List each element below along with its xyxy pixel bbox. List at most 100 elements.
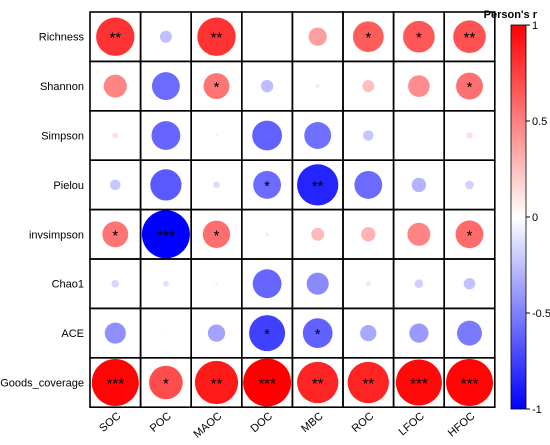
correlation-circle (457, 320, 482, 346)
correlation-circle (408, 75, 430, 97)
colorbar-gradient (510, 24, 527, 410)
significance-label: ** (312, 376, 324, 393)
correlation-circle (414, 279, 424, 289)
correlation-circle (252, 269, 282, 299)
colorbar-tick-label: 0.5 (532, 116, 547, 128)
significance-label: *** (107, 376, 125, 393)
significance-label: * (365, 30, 371, 47)
correlation-circle (203, 73, 230, 100)
correlation-circle (151, 72, 180, 101)
correlation-circle (111, 279, 120, 288)
column-label: MAOC (191, 410, 224, 440)
colorbar-tick-label: -0.5 (532, 308, 550, 320)
correlation-circle (360, 324, 377, 342)
correlation-circle (207, 324, 226, 342)
row-label: invsimpson (29, 229, 84, 241)
correlation-circle (253, 170, 282, 199)
correlation-circle (141, 210, 190, 259)
grid-cell (443, 356, 496, 408)
significance-label: ** (362, 376, 374, 393)
correlation-circle (455, 220, 484, 249)
colorbar-tick-label: 0 (532, 212, 538, 224)
correlation-circle (463, 277, 476, 290)
correlation-circle (104, 322, 126, 344)
significance-label: *** (461, 376, 479, 393)
correlation-circle (252, 120, 282, 151)
correlation-circle (456, 72, 483, 100)
correlation-circle (466, 132, 473, 139)
correlation-circle (347, 361, 389, 404)
column-label: MBC (299, 410, 325, 435)
correlation-circle (213, 181, 220, 189)
column-label: POC (148, 410, 174, 435)
correlation-circle (215, 134, 218, 137)
significance-label: ** (211, 30, 223, 47)
significance-layer: ** ** * * *** ** *** *** * ** **** * ** *** ** ** *** *** (107, 30, 479, 393)
colorbar-ticks: 1 0.5 0 -0.5 -1 (526, 20, 550, 416)
correlation-circle (361, 227, 376, 242)
correlation-circle (197, 17, 236, 56)
correlation-circle (96, 17, 135, 56)
correlation-circle (352, 21, 384, 53)
correlation-circle (453, 20, 486, 54)
correlation-circle (354, 170, 383, 199)
correlation-circle (159, 30, 172, 43)
significance-label: * (264, 326, 270, 343)
correlation-circle (445, 358, 494, 407)
correlation-circle (407, 222, 431, 246)
significance-label: ** (312, 178, 324, 195)
correlation-circle (202, 220, 231, 248)
correlation-circle (91, 358, 139, 407)
significance-label: * (264, 178, 270, 195)
correlation-circle (465, 180, 474, 190)
correlation-circle (164, 332, 167, 335)
correlation-circle (411, 177, 427, 193)
column-label: DOC (249, 410, 275, 435)
correlation-circle (297, 361, 339, 404)
significance-label: *** (410, 376, 428, 393)
row-label: ACE (61, 328, 84, 340)
correlation-circle (311, 227, 325, 241)
correlation-circle (395, 359, 442, 406)
correlation-circle (418, 135, 420, 136)
colorbar-tick-label: 1 (532, 20, 538, 32)
grid-layer (89, 11, 496, 408)
circle-layer (91, 17, 494, 407)
significance-label: *** (157, 227, 175, 244)
grid-cell (241, 11, 294, 63)
column-label: LFOC (397, 410, 427, 438)
correlation-circle (260, 79, 274, 93)
correlation-circle (249, 315, 286, 352)
correlation-circle (149, 365, 183, 400)
column-label: ROC (350, 410, 376, 435)
correlation-circle (365, 281, 371, 287)
correlation-circle (150, 169, 182, 201)
colorbar-tick-label: -1 (532, 404, 542, 416)
correlation-circle (409, 323, 429, 343)
correlation-circle (102, 221, 129, 248)
row-label: Shannon (40, 81, 84, 93)
colorbar-title: Person's r (484, 9, 538, 21)
row-label: Richness (39, 32, 85, 44)
significance-label: * (112, 227, 118, 244)
significance-label: ** (211, 376, 223, 393)
correlation-circle (243, 358, 292, 407)
significance-label: ** (464, 30, 476, 47)
correlation-circle (363, 130, 374, 141)
correlation-circle (302, 318, 333, 348)
column-labels: SOC POC MAOC DOC MBC ROC LFOC HFOC (97, 410, 477, 440)
correlation-circle (297, 164, 339, 206)
column-label: HFOC (446, 410, 478, 439)
significance-label: *** (258, 376, 276, 393)
correlation-circle (306, 272, 329, 295)
correlation-circle (112, 132, 119, 139)
significance-label: * (214, 79, 220, 96)
row-label: Chao1 (52, 279, 84, 291)
correlation-circle (151, 121, 181, 150)
correlation-circle (110, 179, 121, 191)
correlation-circle (308, 27, 327, 46)
significance-label: ** (109, 30, 121, 47)
row-label: Simpson (41, 131, 84, 143)
significance-label: * (467, 227, 473, 244)
